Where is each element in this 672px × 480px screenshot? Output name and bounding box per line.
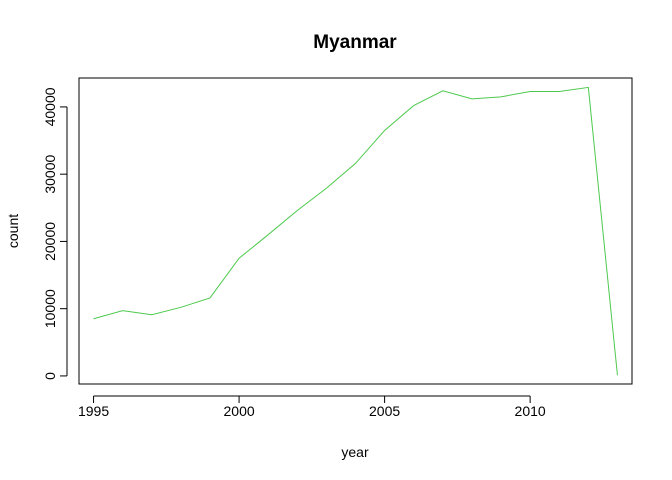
y-tick-label: 40000 (42, 87, 58, 126)
x-tick-label: 2000 (224, 403, 255, 419)
y-tick-label: 30000 (42, 154, 58, 193)
chart-title: Myanmar (313, 32, 397, 53)
series-line (93, 86, 618, 376)
x-tick-label: 2005 (369, 403, 400, 419)
y-axis-label: count (5, 214, 21, 248)
x-axis-label: year (341, 444, 369, 460)
plot-frame (78, 77, 633, 385)
y-tick-label: 20000 (42, 222, 58, 261)
y-axis: 0 10000 20000 30000 40000 (42, 87, 68, 380)
y-tick-label: 10000 (42, 289, 58, 328)
x-axis: 1995 2000 2005 2010 (78, 395, 546, 419)
x-tick-label: 1995 (78, 403, 109, 419)
x-tick-label: 2010 (515, 403, 546, 419)
series-layer (93, 86, 618, 376)
y-tick-label: 0 (42, 372, 58, 380)
